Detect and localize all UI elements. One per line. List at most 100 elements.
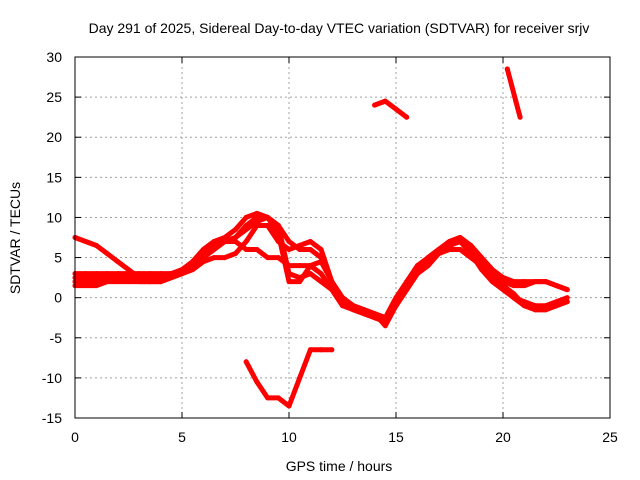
y-tick-label: 15 [46, 169, 62, 185]
data-point [425, 263, 431, 269]
data-point [115, 279, 121, 285]
data-point [382, 323, 388, 329]
data-point [83, 271, 89, 277]
y-tick-label: -10 [42, 370, 62, 386]
data-point [468, 251, 474, 256]
data-point [147, 271, 153, 277]
data-point [168, 271, 174, 277]
data-point [222, 255, 228, 261]
data-point [243, 214, 249, 220]
data-point [457, 239, 463, 244]
data-point [93, 275, 99, 281]
data-point [554, 283, 559, 289]
x-tick-label: 20 [495, 429, 511, 445]
data-point [307, 271, 313, 277]
series-line-s8 [504, 66, 523, 120]
data-point [521, 279, 527, 285]
data-point [307, 239, 313, 244]
series-layer [72, 66, 570, 409]
data-point [126, 267, 131, 273]
data-point [297, 243, 303, 248]
data-point [83, 275, 89, 281]
data-point [158, 275, 164, 281]
y-tick-label: 0 [54, 290, 62, 306]
data-point [340, 299, 345, 305]
y-tick-label: 10 [46, 209, 62, 225]
data-point [243, 223, 249, 228]
data-point [136, 279, 142, 285]
data-point [361, 311, 367, 317]
data-point [254, 379, 260, 385]
data-point [532, 279, 538, 285]
y-tick-label: 5 [54, 250, 62, 266]
data-point [329, 347, 335, 353]
data-point [93, 283, 99, 289]
data-point [393, 106, 399, 112]
data-point [554, 299, 559, 305]
x-tick-label: 10 [281, 429, 297, 445]
data-point [83, 279, 89, 285]
x-axis-title: GPS time / hours [286, 458, 393, 474]
data-point [521, 299, 527, 305]
data-point [511, 283, 517, 289]
data-point [254, 247, 260, 252]
data-point [275, 231, 281, 236]
y-tick-label: 30 [46, 49, 62, 65]
data-point [543, 279, 549, 285]
data-point [393, 299, 399, 305]
data-point [222, 239, 228, 244]
data-point [436, 247, 442, 252]
data-point [521, 283, 527, 289]
data-point [543, 307, 549, 313]
data-point [425, 255, 431, 261]
data-point [83, 283, 89, 289]
data-point [564, 287, 570, 293]
data-point [243, 247, 249, 252]
data-point [254, 214, 260, 220]
data-point [543, 303, 549, 309]
data-point [500, 275, 506, 281]
y-tick-label: 25 [46, 89, 62, 105]
data-point [233, 251, 238, 256]
data-point [115, 259, 121, 265]
data-point [350, 307, 356, 313]
data-point [275, 223, 281, 228]
data-point [457, 247, 463, 252]
data-point [414, 267, 420, 273]
data-point [500, 287, 506, 293]
data-point [93, 243, 99, 248]
y-axis-title: SDTVAR / TECUs [7, 182, 23, 294]
data-point [489, 279, 495, 285]
data-point [286, 279, 292, 285]
data-point [532, 303, 538, 309]
data-point [513, 98, 519, 104]
data-point [265, 255, 271, 261]
data-point [297, 263, 303, 269]
data-point [254, 210, 260, 216]
data-point [286, 403, 292, 409]
data-point [200, 259, 206, 265]
data-point [504, 66, 510, 72]
data-point [297, 375, 303, 381]
data-point [564, 295, 570, 301]
data-point [307, 247, 313, 252]
data-point [457, 235, 463, 240]
y-tick-label: -5 [50, 330, 63, 346]
data-point [104, 271, 110, 277]
data-point [307, 263, 313, 269]
data-point [83, 239, 89, 244]
data-point [318, 347, 324, 353]
data-point [479, 267, 485, 273]
data-point [211, 243, 217, 248]
data-point [275, 395, 281, 401]
data-point [318, 271, 324, 277]
data-point [447, 239, 452, 244]
data-point [265, 395, 271, 401]
data-point [265, 214, 271, 220]
data-point [115, 271, 121, 277]
data-point [265, 223, 271, 228]
data-point [190, 263, 196, 269]
data-point [318, 259, 324, 265]
data-point [382, 319, 388, 325]
